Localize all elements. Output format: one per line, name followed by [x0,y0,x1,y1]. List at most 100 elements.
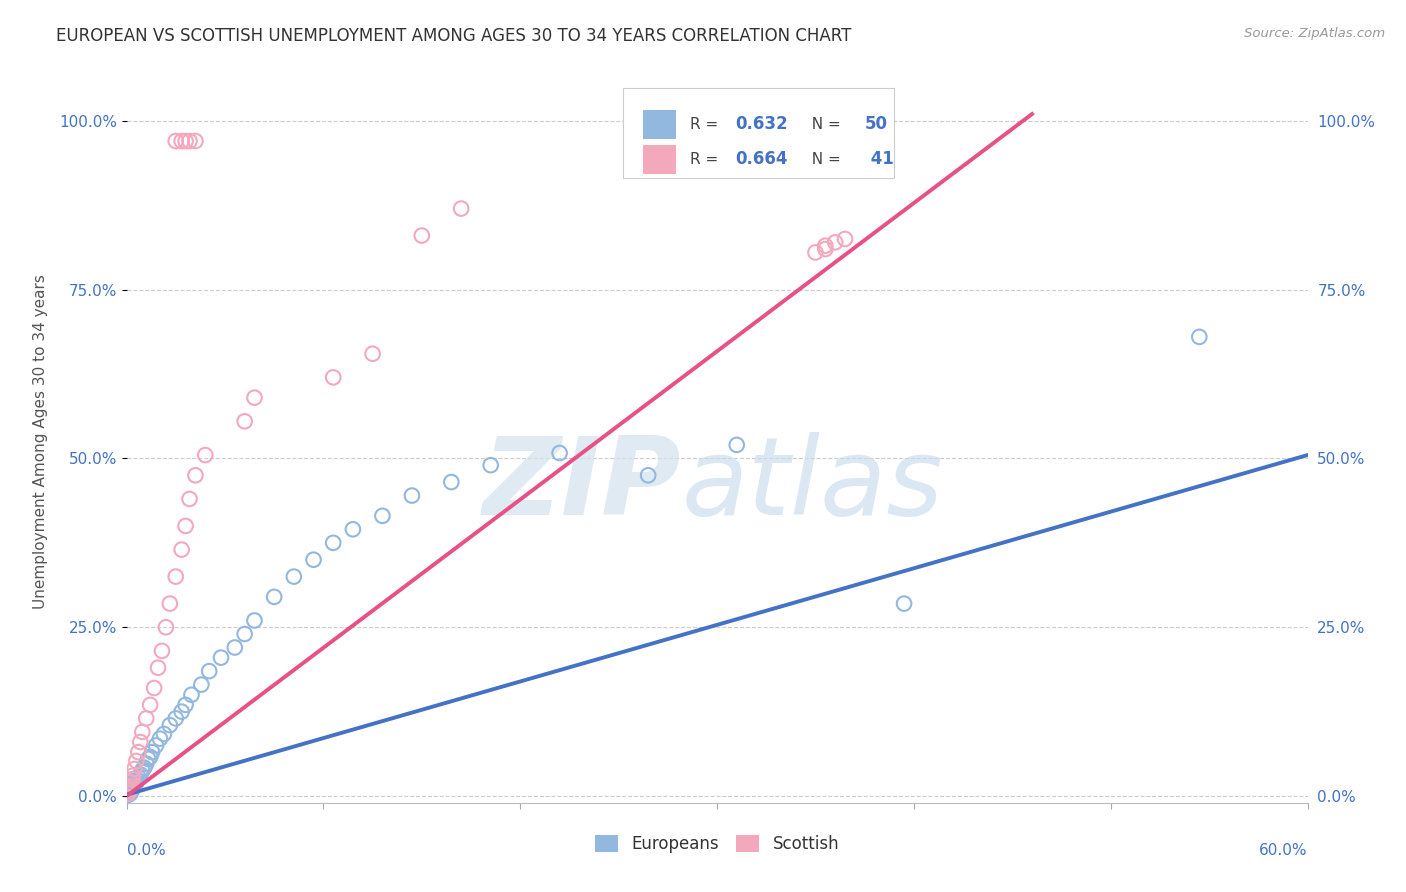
Point [121,769,143,783]
Point [411,228,433,243]
Point [322,536,344,550]
Text: atlas: atlas [682,433,943,537]
Point [125,772,148,787]
Point [302,552,325,566]
Point [1188,330,1211,344]
Point [120,780,142,795]
Point [135,756,157,771]
Point [174,134,197,148]
Point [725,438,748,452]
Point [198,664,221,678]
Point [131,725,153,739]
Text: 0.0%: 0.0% [127,843,166,857]
Point [804,245,827,260]
Point [141,745,163,759]
Text: EUROPEAN VS SCOTTISH UNEMPLOYMENT AMONG AGES 30 TO 34 YEARS CORRELATION CHART: EUROPEAN VS SCOTTISH UNEMPLOYMENT AMONG … [56,27,852,45]
Point [121,782,143,797]
Text: 60.0%: 60.0% [1260,843,1308,857]
Point [159,597,181,611]
Point [893,597,915,611]
Point [224,640,246,655]
Point [180,688,202,702]
Text: 41: 41 [865,150,894,169]
Point [117,786,139,800]
Point [117,783,139,797]
Point [135,711,157,725]
Y-axis label: Unemployment Among Ages 30 to 34 years: Unemployment Among Ages 30 to 34 years [32,274,48,609]
Point [548,446,571,460]
Point [150,644,173,658]
Point [127,745,149,759]
Point [361,347,384,361]
Point [263,590,285,604]
Point [117,780,139,795]
FancyBboxPatch shape [643,110,676,139]
Point [479,458,502,472]
Point [117,787,139,801]
Point [283,569,305,583]
Point [342,522,364,536]
Point [120,779,142,793]
Point [120,783,142,797]
Point [165,569,187,583]
Point [450,202,472,216]
Point [121,779,143,793]
Point [170,542,193,557]
Point [117,786,139,800]
Point [125,754,148,768]
Point [233,627,256,641]
Point [124,762,146,776]
Text: 0.632: 0.632 [735,115,787,133]
Point [136,752,159,766]
Point [155,620,177,634]
Point [165,134,187,148]
Text: 0.664: 0.664 [735,150,787,169]
Point [117,782,139,797]
Point [637,468,659,483]
Point [174,519,197,533]
Point [159,718,181,732]
Point [184,134,207,148]
Point [824,235,846,250]
Text: N =: N = [801,152,846,167]
Point [371,508,394,523]
Point [134,761,156,775]
Point [120,786,142,800]
Point [129,735,152,749]
Point [127,770,149,784]
Point [243,391,266,405]
Point [170,705,193,719]
Point [149,731,172,746]
Point [814,238,837,252]
Point [322,370,344,384]
Point [153,727,176,741]
Point [146,661,169,675]
Point [124,774,146,789]
Text: R =: R = [690,152,723,167]
Text: ZIP: ZIP [484,432,682,538]
Point [117,788,139,802]
Point [124,777,146,791]
Point [129,767,152,781]
Text: 50: 50 [865,115,887,133]
Point [170,134,193,148]
Point [233,414,256,428]
Point [190,678,212,692]
Text: Source: ZipAtlas.com: Source: ZipAtlas.com [1244,27,1385,40]
Point [243,614,266,628]
Point [121,772,143,787]
Point [834,232,856,246]
Point [139,750,162,764]
Point [143,681,166,695]
Point [165,711,187,725]
FancyBboxPatch shape [643,145,676,174]
Legend: Europeans, Scottish: Europeans, Scottish [588,828,846,860]
Text: N =: N = [801,117,846,132]
Point [117,784,139,798]
Point [179,134,201,148]
Point [179,491,201,506]
Point [401,489,423,503]
Point [194,448,217,462]
Point [120,775,142,789]
Point [174,698,197,712]
